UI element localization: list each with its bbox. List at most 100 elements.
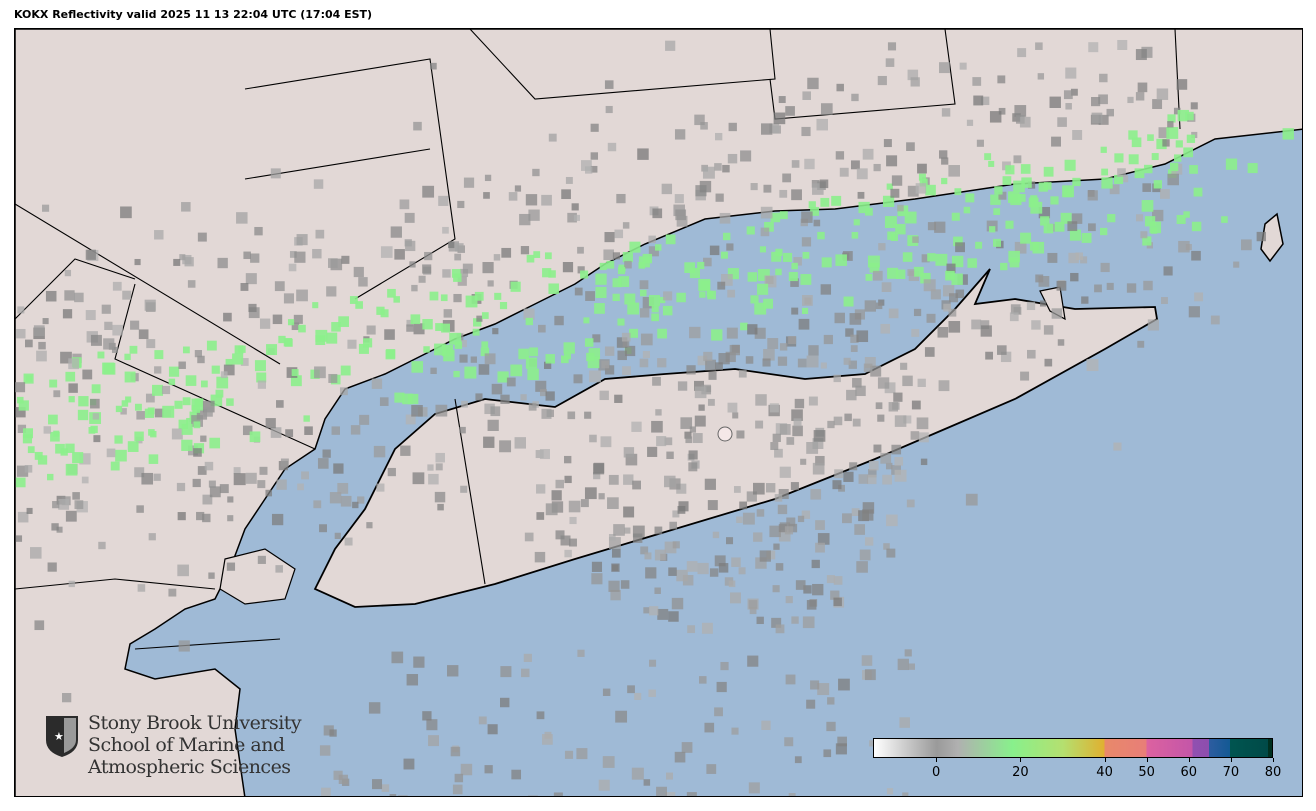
echo-pixel [775,268,782,276]
echo-pixel [801,211,813,223]
echo-pixel [755,420,764,429]
echo-pixel [786,517,796,527]
echo-pixel [590,152,599,160]
echo-pixel [621,332,631,342]
echo-pixel [394,249,405,260]
echo-pixel [293,314,303,324]
echo-pixel [1156,138,1167,150]
echo-pixel [594,303,605,314]
echo-pixel [459,426,466,434]
echo-pixel [315,229,325,239]
echo-pixel [1030,201,1043,214]
echo-pixel [1043,223,1054,234]
echo-pixel [689,426,697,433]
echo-pixel [859,549,871,561]
echo-pixel [457,276,467,286]
echo-pixel [1193,187,1203,197]
echo-pixel [726,243,734,251]
echo-pixel [821,257,832,268]
echo-pixel [605,105,613,114]
echo-pixel [242,425,253,436]
echo-pixel [304,426,313,435]
colorbar-tick-label: 80 [1264,765,1282,780]
echo-pixel [864,669,876,681]
echo-pixel [790,482,799,491]
echo-pixel [393,296,400,303]
echo-pixel [843,357,851,365]
echo-pixel [885,58,895,67]
echo-pixel [518,348,529,360]
colorbar-tick [1273,758,1274,762]
echo-pixel [555,530,565,540]
echo-pixel [705,359,716,371]
echo-pixel [870,365,882,377]
echo-pixel [1106,282,1114,290]
echo-pixel [376,483,385,492]
echo-pixel [943,285,955,297]
echo-pixel [727,268,739,280]
echo-pixel [147,407,155,415]
echo-pixel [462,263,473,274]
echo-pixel [528,209,540,221]
echo-pixel [1121,175,1129,183]
echo-pixel [16,328,26,339]
echo-pixel [398,795,408,796]
echo-pixel [808,345,819,356]
echo-pixel [700,122,708,130]
echo-pixel [599,262,607,271]
echo-pixel [794,398,805,409]
echo-pixel [490,406,501,417]
echo-pixel [803,585,812,594]
echo-pixel [930,289,941,300]
echo-pixel [611,548,621,558]
echo-pixel [553,792,563,796]
echo-pixel [154,408,164,418]
echo-pixel [784,737,794,747]
echo-pixel [463,177,475,188]
echo-pixel [259,318,271,329]
echo-pixel [27,446,35,454]
echo-pixel [620,580,630,589]
echo-pixel [656,786,667,796]
echo-pixel [435,404,448,417]
echo-pixel [249,431,261,443]
echo-pixel [350,425,361,435]
echo-pixel [544,252,552,260]
echo-pixel [357,496,365,504]
echo-pixel [77,409,89,421]
echo-pixel [640,289,647,297]
echo-pixel [811,559,820,569]
echo-pixel [476,315,483,322]
echo-pixel [1114,153,1124,163]
echo-pixel [902,792,909,796]
echo-pixel [368,702,381,714]
echo-pixel [385,349,396,360]
echo-pixel [791,409,803,421]
echo-pixel [1000,351,1012,363]
echo-pixel [270,168,281,179]
echo-pixel [823,334,833,345]
echo-pixel [453,293,462,303]
echo-pixel [50,431,60,442]
echo-pixel [891,444,902,455]
echo-pixel [877,75,887,86]
echo-pixel [775,248,783,257]
echo-pixel [714,163,722,171]
echo-pixel [402,393,413,405]
echo-pixel [1117,168,1126,177]
echo-pixel [182,346,190,354]
echo-pixel [418,275,426,283]
echo-pixel [668,567,677,576]
echo-pixel [807,77,819,90]
echo-pixel [406,324,414,332]
echo-pixel [883,543,890,550]
echo-pixel [657,608,669,620]
echo-pixel [565,176,573,184]
echo-pixel [1009,312,1019,322]
echo-pixel [623,474,634,485]
echo-pixel [1091,112,1103,124]
echo-pixel [943,303,952,312]
echo-pixel [202,400,215,413]
echo-pixel [1141,200,1154,212]
echo-pixel [632,480,641,490]
